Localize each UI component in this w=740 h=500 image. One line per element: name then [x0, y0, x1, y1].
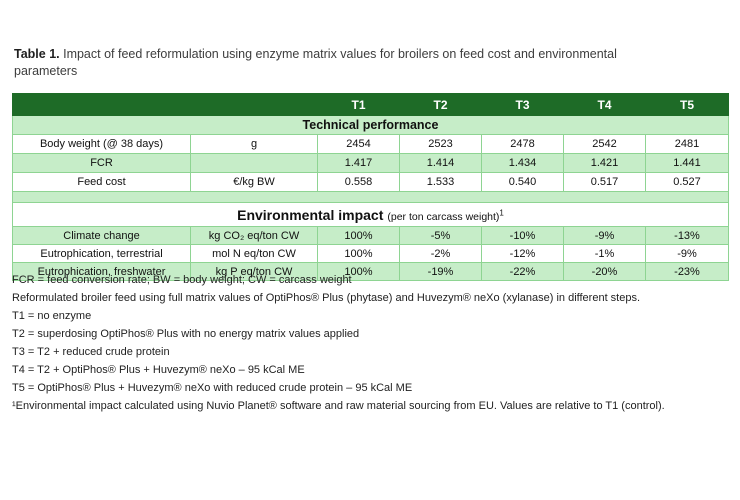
cell-value: -10%: [481, 226, 564, 245]
table-row-fcr: FCR 1.417 1.414 1.434 1.421 1.441: [12, 153, 729, 173]
footnote-abbreviations: FCR = feed conversion rate; BW = body we…: [12, 274, 352, 286]
table-row-body-weight: Body weight (@ 38 days) g 2454 2523 2478…: [12, 134, 729, 154]
cell-value: 100%: [317, 262, 400, 281]
cell-value: 2478: [481, 134, 564, 154]
cell-value: 1.414: [399, 153, 482, 173]
table-caption-number: Table 1.: [14, 47, 60, 61]
cell-value: 0.558: [317, 172, 400, 192]
cell-value: 1.417: [317, 153, 400, 173]
row-unit: [190, 153, 318, 173]
env-title-footnote-marker: 1: [499, 207, 504, 217]
section-title: Environmental impact (per ton carcass wei…: [12, 202, 729, 227]
row-unit: mol N eq/ton CW: [190, 244, 318, 263]
cell-value: 2481: [645, 134, 729, 154]
row-label: Eutrophication, freshwater: [12, 262, 191, 281]
table-row-eutrophication-freshwater: Eutrophication, freshwater kg P eq/ton C…: [12, 262, 729, 281]
cell-value: -1%: [563, 244, 646, 263]
header-t3: T3: [481, 93, 564, 116]
table-row-feed-cost: Feed cost €/kg BW 0.558 1.533 0.540 0.51…: [12, 172, 729, 192]
header-t4: T4: [563, 93, 646, 116]
row-label: Body weight (@ 38 days): [12, 134, 191, 154]
table-row-climate-change: Climate change kg CO₂ eq/ton CW 100% -5%…: [12, 226, 729, 245]
row-unit: €/kg BW: [190, 172, 318, 192]
cell-value: 100%: [317, 244, 400, 263]
spacer-cell: [12, 191, 729, 203]
row-label: Feed cost: [12, 172, 191, 192]
section-title: Technical performance: [12, 115, 729, 135]
treatment-header-row: T1 T2 T3 T4 T5: [12, 93, 729, 116]
footnote-t2: T2 = superdosing OptiPhos® Plus with no …: [12, 328, 360, 340]
row-unit: kg CO₂ eq/ton CW: [190, 226, 318, 245]
cell-value: 2454: [317, 134, 400, 154]
row-label: Eutrophication, terrestrial: [12, 244, 191, 263]
table-row-eutrophication-terrestrial: Eutrophication, terrestrial mol N eq/ton…: [12, 244, 729, 263]
cell-value: 100%: [317, 226, 400, 245]
footnote-environmental-method: ¹Environmental impact calculated using N…: [12, 400, 665, 412]
cell-value: 0.527: [645, 172, 729, 192]
row-label: FCR: [12, 153, 191, 173]
cell-value: -12%: [481, 244, 564, 263]
cell-value: 1.441: [645, 153, 729, 173]
footnote-t3: T3 = T2 + reduced crude protein: [12, 346, 170, 358]
header-t1: T1: [317, 93, 400, 116]
header-t5: T5: [645, 93, 729, 116]
cell-value: 2542: [563, 134, 646, 154]
section-technical-performance: Technical performance: [12, 115, 729, 135]
row-unit: kg P eq/ton CW: [190, 262, 318, 281]
cell-value: -23%: [645, 262, 729, 281]
cell-value: 2523: [399, 134, 482, 154]
footnote-t4: T4 = T2 + OptiPhos® Plus + Huvezym® neXo…: [12, 364, 305, 376]
header-empty-unit: [190, 93, 318, 116]
section-environmental-impact: Environmental impact (per ton carcass wei…: [12, 202, 729, 227]
results-table: T1 T2 T3 T4 T5 Technical performance Bod…: [12, 93, 729, 281]
env-title-sub: (per ton carcass weight): [387, 210, 500, 223]
footnote-t5: T5 = OptiPhos® Plus + Huvezym® neXo with…: [12, 382, 413, 394]
footnote-t1: T1 = no enzyme: [12, 310, 92, 322]
spacer-row: [12, 191, 729, 203]
cell-value: 0.540: [481, 172, 564, 192]
cell-value: -5%: [399, 226, 482, 245]
header-empty-label: [12, 93, 191, 116]
header-t2: T2: [399, 93, 482, 116]
cell-value: 1.434: [481, 153, 564, 173]
row-label: Climate change: [12, 226, 191, 245]
cell-value: 0.517: [563, 172, 646, 192]
cell-value: -20%: [563, 262, 646, 281]
cell-value: -2%: [399, 244, 482, 263]
cell-value: -19%: [399, 262, 482, 281]
env-title-main: Environmental impact: [237, 206, 384, 223]
cell-value: -13%: [645, 226, 729, 245]
footnotes: FCR = feed conversion rate; BW = body we…: [12, 271, 734, 415]
footnote-reformulation: Reformulated broiler feed using full mat…: [12, 292, 641, 304]
cell-value: -9%: [645, 244, 729, 263]
table-caption: Table 1. Impact of feed reformulation us…: [14, 46, 669, 79]
row-unit: g: [190, 134, 318, 154]
cell-value: -22%: [481, 262, 564, 281]
cell-value: 1.533: [399, 172, 482, 192]
cell-value: 1.421: [563, 153, 646, 173]
cell-value: -9%: [563, 226, 646, 245]
table-caption-text: Impact of feed reformulation using enzym…: [14, 47, 617, 78]
